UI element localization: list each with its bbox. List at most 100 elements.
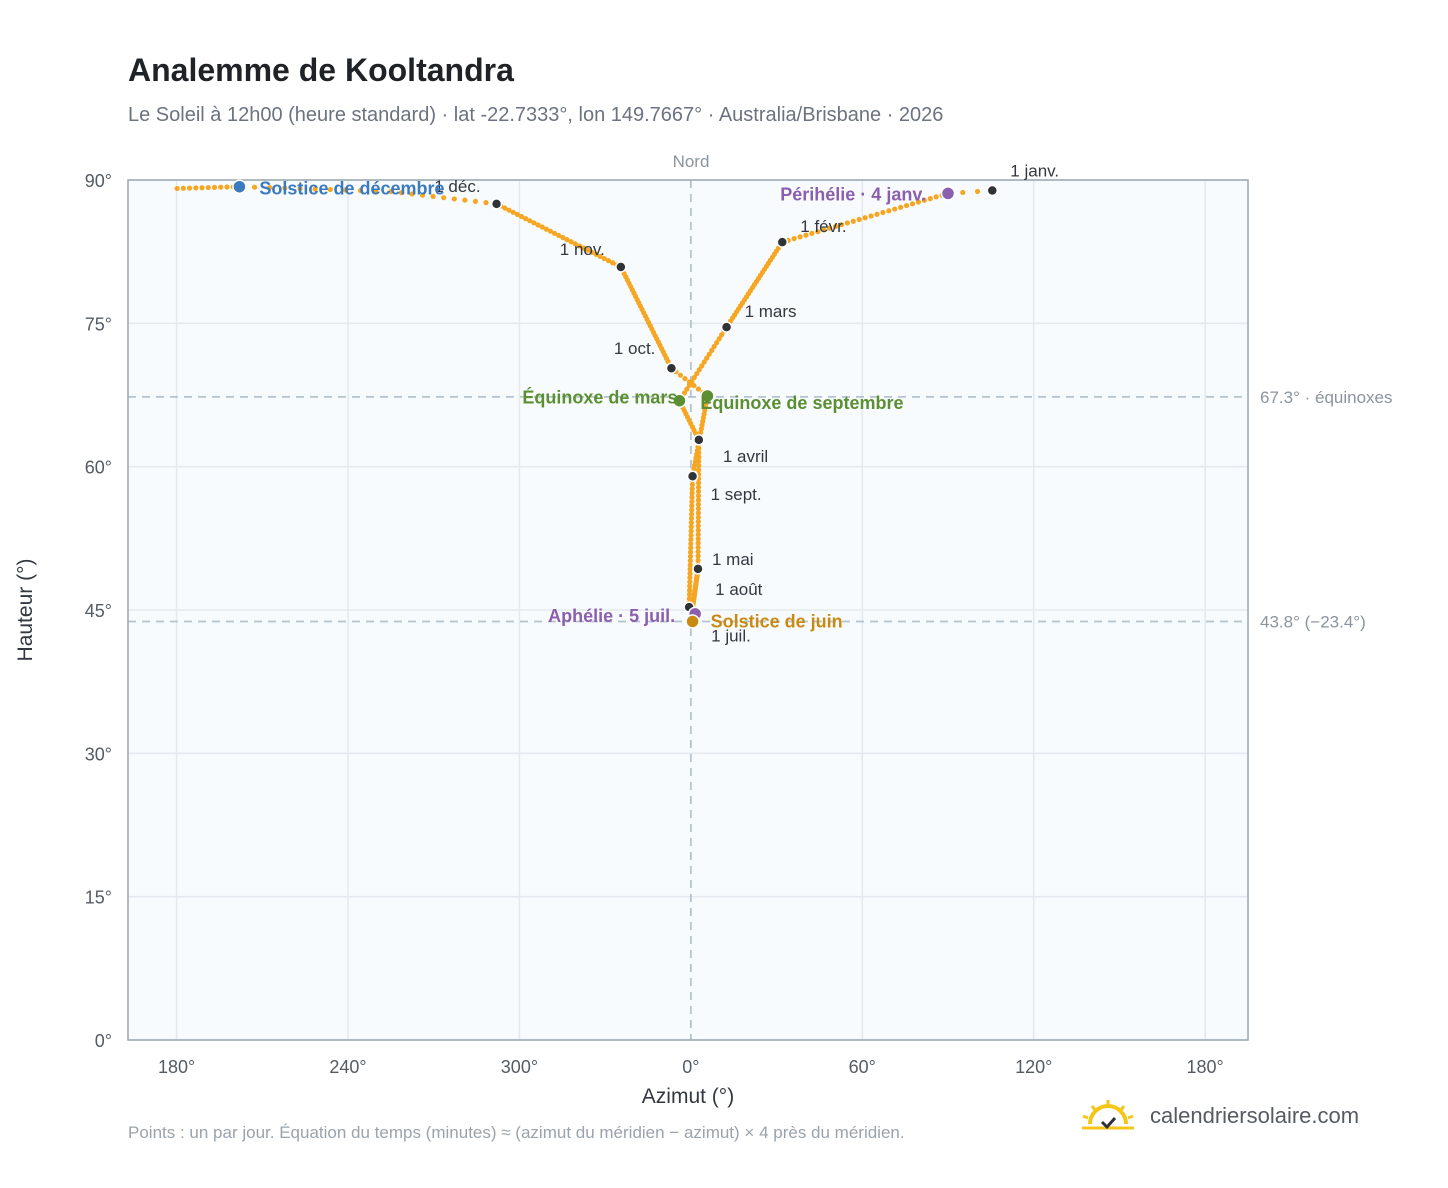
daily-sun-point [502,205,508,211]
month-marker-label: 1 sept. [711,485,762,504]
daily-sun-point [556,232,562,239]
daily-sun-point [687,583,693,589]
daily-sun-point [514,211,520,217]
daily-sun-point [709,347,715,353]
daily-sun-point [695,510,701,516]
month-marker-label: 1 mars [745,302,797,321]
daily-sun-point [689,507,695,513]
daily-sun-point [827,225,833,231]
daily-sun-point [527,218,533,224]
month-marker-label: 1 juil. [711,626,751,645]
daily-sun-point [687,570,693,576]
daily-sun-point [909,201,916,207]
daily-sun-point [695,514,701,520]
month-marker-label: 1 janv. [1010,162,1059,181]
daily-sun-point [699,363,705,369]
x-tick-label: 180° [1187,1057,1224,1077]
daily-sun-point [856,216,862,223]
month-marker [686,470,699,482]
daily-sun-point [576,243,583,249]
daily-sun-point [815,229,821,235]
event-marker [940,186,956,201]
daily-sun-point [797,234,803,240]
month-marker [776,236,789,248]
daily-sun-point [687,579,693,585]
daily-sun-point [688,520,694,526]
daily-sun-point [695,540,701,546]
daily-sun-point [701,359,707,365]
plot-frame [127,179,1249,1041]
daily-sun-point [927,195,933,202]
daily-sun-point [218,184,224,190]
month-marker [490,198,503,210]
month-marker [615,261,627,273]
daily-sun-point [543,226,549,232]
x-tick-label: 300° [501,1057,538,1077]
daily-sun-point [695,506,702,512]
daily-sun-point [688,528,694,534]
daily-sun-point [609,260,616,266]
brand[interactable]: calendriersolaire.com [1080,1098,1359,1134]
daily-sun-point [903,202,910,209]
month-marker [720,321,733,333]
daily-sun-point [539,224,545,230]
daily-sun-point [506,207,512,213]
daily-sun-point [688,511,695,517]
daily-sun-point [695,523,701,529]
daily-sun-point [862,215,868,221]
daily-sun-point [921,197,927,203]
daily-sun-point [687,549,694,555]
daily-sun-point [409,191,415,197]
daily-sun-point [605,258,612,264]
daily-sun-point [719,332,725,338]
month-marker [692,563,704,575]
daily-sun-point [933,194,939,200]
daily-sun-point [687,562,693,568]
month-marker-label: 1 août [715,580,763,599]
daily-sun-point [791,236,797,242]
daily-sun-point [388,188,394,195]
daily-sun-point [686,379,693,385]
daily-sun-point [686,591,693,598]
daily-sun-point [601,255,607,262]
month-marker-label: 1 févr. [800,217,846,236]
daily-sun-point [695,386,702,392]
sun-check-icon [1082,1100,1134,1130]
daily-sun-point [688,545,694,551]
daily-sun-point [211,184,218,190]
daily-sun-point [572,241,578,247]
daily-sun-point [551,230,558,236]
daily-sun-point [589,249,595,255]
daily-sun-point [419,192,426,198]
daily-sun-point [689,482,695,488]
event-marker [685,614,700,629]
daily-sun-point [711,343,717,350]
daily-sun-point [821,227,827,233]
month-marker [665,362,678,374]
daily-sun-point [568,239,574,245]
daily-sun-point [531,220,537,226]
daily-sun-point [451,196,457,202]
chart-subtitle: Le Soleil à 12h00 (heure standard) · lat… [128,104,944,126]
daily-sun-point [688,532,694,538]
event-label: Aphélie · 5 juil. [548,606,675,626]
daily-sun-point [695,536,701,542]
daily-sun-point [892,206,898,212]
daily-sun-point [327,186,333,193]
daily-sun-point [695,557,701,563]
daily-sun-point [689,490,695,496]
daily-sun-point [704,355,710,361]
event-label: Équinoxe de septembre [700,392,903,413]
daily-sun-point [687,566,693,572]
daily-sun-point [518,213,525,220]
daily-sun-point [522,216,529,222]
daily-sun-point [251,184,258,190]
daily-sun-point [696,467,702,473]
daily-sun-point [695,549,701,555]
y-tick-label: 0° [95,1031,112,1051]
daily-sun-point [686,587,693,593]
event-label: Solstice de décembre [259,179,444,199]
daily-sun-point [695,497,702,503]
daily-sun-point [832,223,839,230]
month-marker [986,184,999,197]
